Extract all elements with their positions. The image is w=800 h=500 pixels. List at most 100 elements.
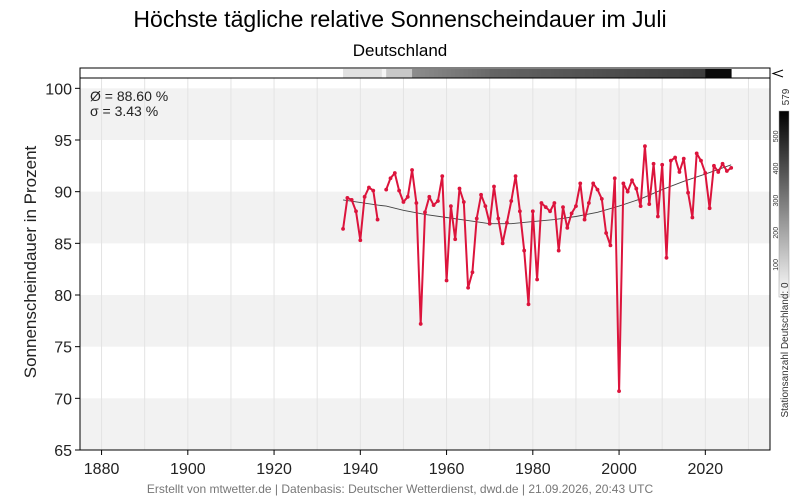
data-point bbox=[354, 209, 358, 214]
data-point bbox=[647, 202, 652, 206]
data-point bbox=[367, 185, 371, 190]
station-cell bbox=[713, 69, 719, 78]
y-tick-label: 65 bbox=[54, 443, 72, 460]
station-cell bbox=[459, 69, 465, 78]
data-point bbox=[414, 201, 419, 205]
data-point bbox=[517, 209, 522, 214]
station-cell bbox=[498, 69, 504, 78]
station-cell bbox=[489, 69, 495, 78]
data-point bbox=[423, 210, 427, 215]
x-tick-label: 1880 bbox=[84, 461, 120, 478]
grid-lines bbox=[101, 78, 749, 450]
station-cell bbox=[506, 69, 512, 78]
chart-title: Höchste tägliche relative Sonnenscheinda… bbox=[133, 6, 666, 32]
station-cell bbox=[610, 69, 616, 78]
data-point bbox=[505, 220, 509, 225]
data-point bbox=[638, 204, 643, 209]
data-point bbox=[397, 188, 402, 193]
colorbar-tick-label: 500 bbox=[773, 130, 780, 142]
data-point bbox=[384, 187, 389, 192]
station-cell bbox=[644, 69, 650, 78]
station-cell bbox=[390, 69, 396, 78]
station-cell bbox=[683, 69, 689, 78]
station-cell bbox=[364, 69, 370, 78]
station-cell bbox=[394, 69, 400, 78]
station-cell bbox=[580, 69, 585, 78]
data-point bbox=[535, 277, 540, 282]
data-point bbox=[509, 199, 514, 203]
station-cell bbox=[670, 69, 676, 78]
data-point bbox=[444, 278, 449, 283]
station-cell bbox=[632, 69, 637, 78]
data-point bbox=[634, 186, 639, 191]
station-cell bbox=[679, 69, 685, 78]
data-point bbox=[699, 158, 703, 163]
colorbar-max-label: 579 bbox=[781, 88, 792, 105]
station-cell bbox=[420, 69, 426, 78]
station-cell bbox=[528, 69, 534, 78]
station-cell bbox=[403, 69, 409, 78]
station-cell bbox=[502, 69, 508, 78]
data-point bbox=[345, 195, 350, 200]
data-point bbox=[617, 389, 621, 393]
data-point bbox=[431, 203, 436, 208]
data-point bbox=[595, 187, 600, 192]
station-cell bbox=[356, 69, 361, 78]
x-tick-label: 1940 bbox=[343, 461, 379, 478]
station-cell bbox=[476, 69, 482, 78]
data-point bbox=[470, 270, 475, 275]
station-cell bbox=[347, 69, 353, 78]
station-cell bbox=[640, 69, 646, 78]
data-point bbox=[651, 161, 656, 166]
data-point bbox=[643, 144, 647, 149]
station-cell bbox=[571, 69, 577, 78]
data-point bbox=[591, 181, 596, 186]
data-point bbox=[436, 199, 440, 203]
station-cell bbox=[636, 69, 642, 78]
data-point bbox=[574, 204, 578, 209]
station-cell bbox=[649, 69, 654, 78]
chart-subtitle: Deutschland bbox=[353, 41, 448, 60]
y-tick-label: 70 bbox=[54, 391, 72, 408]
station-cell bbox=[494, 69, 499, 78]
data-point bbox=[716, 170, 721, 174]
std-stat: σ = 3.43 % bbox=[90, 103, 158, 119]
data-point bbox=[457, 186, 462, 191]
station-cell bbox=[709, 69, 715, 78]
colorbar-label: Stationsanzahl Deutschland: 0 bbox=[780, 282, 791, 418]
data-point bbox=[375, 217, 380, 222]
data-point bbox=[621, 181, 626, 186]
data-point bbox=[405, 194, 410, 199]
data-point bbox=[724, 169, 729, 173]
station-cell bbox=[550, 69, 555, 78]
y-tick-label: 80 bbox=[54, 288, 72, 305]
station-cell bbox=[446, 69, 452, 78]
data-point bbox=[410, 168, 414, 172]
data-point bbox=[552, 201, 557, 205]
y-tick-label: 75 bbox=[54, 340, 72, 357]
data-point bbox=[694, 151, 699, 156]
data-point bbox=[479, 192, 483, 197]
data-point bbox=[362, 194, 367, 199]
station-cell bbox=[627, 69, 633, 78]
data-point bbox=[586, 201, 591, 205]
station-cell bbox=[433, 69, 439, 78]
station-cell bbox=[657, 69, 663, 78]
y-tick-label: 85 bbox=[54, 236, 72, 253]
station-cell bbox=[386, 69, 391, 78]
data-point bbox=[703, 171, 708, 175]
station-cell bbox=[597, 69, 603, 78]
station-cell bbox=[537, 69, 542, 78]
station-cell bbox=[563, 69, 568, 78]
data-point bbox=[677, 170, 682, 174]
station-cell bbox=[511, 69, 516, 78]
colorbar-tick-label: 400 bbox=[773, 163, 780, 175]
station-cell bbox=[588, 69, 594, 78]
station-cell bbox=[619, 69, 624, 78]
data-point bbox=[729, 166, 734, 170]
data-point bbox=[401, 200, 406, 204]
station-cell bbox=[575, 69, 581, 78]
band bbox=[80, 88, 770, 140]
data-point bbox=[660, 162, 665, 167]
station-cell bbox=[463, 69, 469, 78]
